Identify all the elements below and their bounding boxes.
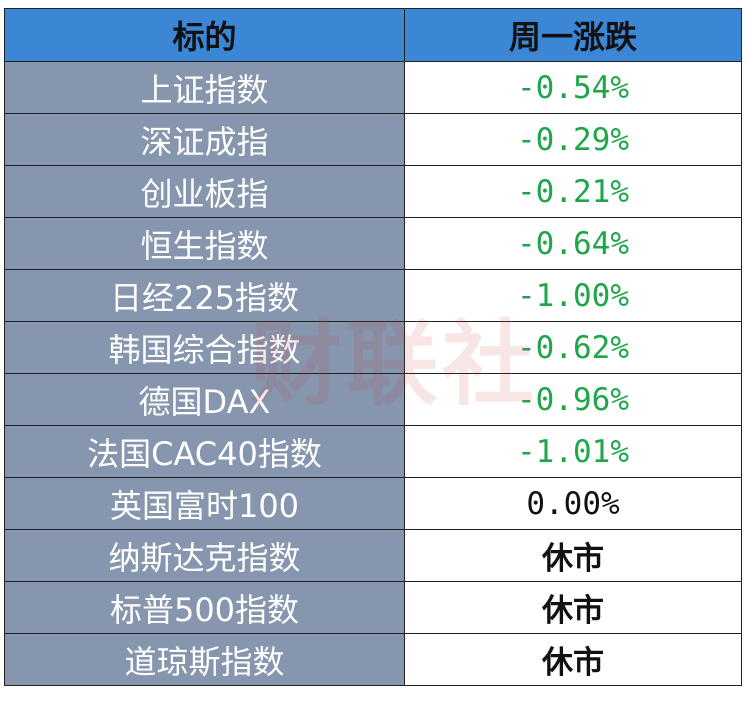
change-value: -0.64%	[404, 217, 742, 270]
table-row: 法国CAC40指数 -1.01%	[4, 425, 742, 478]
index-name: 韩国综合指数	[4, 321, 405, 374]
index-name: 日经225指数	[4, 269, 405, 322]
change-value: 0.00%	[404, 477, 742, 530]
change-value: -0.96%	[404, 373, 742, 426]
index-name: 德国DAX	[4, 373, 405, 426]
table-row: 日经225指数 -1.00%	[4, 269, 742, 322]
change-value: -1.00%	[404, 269, 742, 322]
change-value: -0.29%	[404, 113, 742, 166]
index-name: 纳斯达克指数	[4, 529, 405, 582]
header-cell: 标的	[4, 8, 405, 62]
header-cell: 周一涨跌	[404, 8, 742, 62]
change-value: -0.54%	[404, 61, 742, 114]
table-row: 深证成指 -0.29%	[4, 113, 742, 166]
header-row: 标的 周一涨跌	[4, 8, 742, 62]
table-row: 德国DAX -0.96%	[4, 373, 742, 426]
index-name: 英国富时100	[4, 477, 405, 530]
change-value: 休市	[404, 529, 742, 582]
table-row: 韩国综合指数 -0.62%	[4, 321, 742, 374]
change-value: -1.01%	[404, 425, 742, 478]
index-name: 上证指数	[4, 61, 405, 114]
change-value: -0.21%	[404, 165, 742, 218]
index-name: 道琼斯指数	[4, 633, 405, 686]
change-value: -0.62%	[404, 321, 742, 374]
table-row: 纳斯达克指数 休市	[4, 529, 742, 582]
table-row: 英国富时100 0.00%	[4, 477, 742, 530]
change-value: 休市	[404, 581, 742, 634]
table-row: 创业板指 -0.21%	[4, 165, 742, 218]
change-value: 休市	[404, 633, 742, 686]
table-row: 道琼斯指数 休市	[4, 633, 742, 686]
index-name: 创业板指	[4, 165, 405, 218]
table-row: 上证指数 -0.54%	[4, 61, 742, 114]
index-name: 标普500指数	[4, 581, 405, 634]
index-name: 法国CAC40指数	[4, 425, 405, 478]
table-row: 恒生指数 -0.64%	[4, 217, 742, 270]
table-row: 标普500指数 休市	[4, 581, 742, 634]
index-name: 恒生指数	[4, 217, 405, 270]
index-table: 标的 周一涨跌 上证指数 -0.54% 深证成指 -0.29% 创业板指 -0.21% 恒生…	[4, 8, 742, 686]
table-header: 标的 周一涨跌	[4, 8, 742, 62]
table-body: 上证指数 -0.54% 深证成指 -0.29% 创业板指 -0.21% 恒生指数 -0.64%…	[4, 61, 742, 686]
index-name: 深证成指	[4, 113, 405, 166]
